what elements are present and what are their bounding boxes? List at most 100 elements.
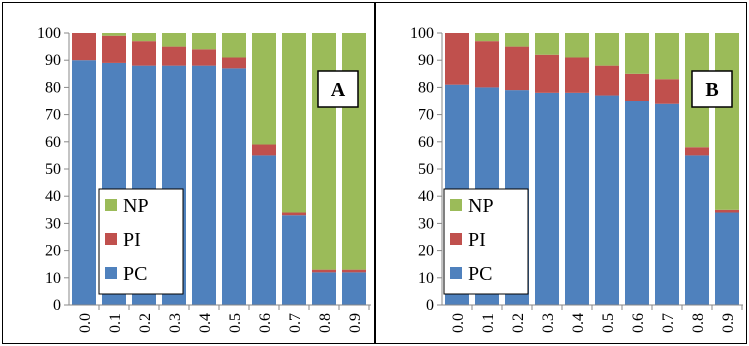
x-tick-label: 0.6 [630, 313, 647, 333]
x-tick-label: 0.7 [660, 313, 677, 333]
bar-segment-pi [475, 41, 499, 88]
bar-segment-pi [685, 147, 709, 156]
bar-segment-pc [342, 272, 366, 305]
bar-segment-pc [715, 212, 739, 305]
bar-segment-pi [342, 269, 366, 273]
legend-label-np: NP [468, 195, 494, 217]
legend-label-pi: PI [468, 229, 486, 251]
legend-swatch-pi [105, 233, 117, 245]
panel-label: A [331, 79, 346, 101]
y-tick-label: 50 [418, 161, 434, 178]
x-tick-label: 0.8 [317, 313, 334, 333]
bar-segment-pc [625, 101, 649, 305]
x-tick-labels: 0.0 0.1 0.2 0.3 0.4 0.5 0.6 0.7 0.8 0.9 [77, 305, 370, 333]
bar-segment-np [595, 33, 619, 66]
bar-segment-np [162, 33, 186, 47]
bar-segment-pc [535, 92, 559, 305]
bar-segment-pi [445, 33, 469, 85]
bar-segment-pc [565, 92, 589, 305]
bar-segment-np [625, 33, 649, 74]
y-tick-label: 80 [418, 79, 434, 96]
y-tick-label: 70 [45, 107, 61, 124]
legend-swatch-np [450, 199, 462, 211]
legend-label-pi: PI [123, 229, 141, 251]
legend-swatch-pi [450, 233, 462, 245]
bar-segment-pi [715, 209, 739, 213]
bar-segment-pc [192, 65, 216, 305]
y-tick-label: 10 [45, 270, 61, 287]
bar-segment-pi [282, 212, 306, 216]
x-tick-label: 0.9 [347, 313, 364, 333]
legend-label-pc: PC [468, 263, 492, 285]
bar-segment-np [132, 33, 156, 42]
bar-segment-pi [252, 144, 276, 156]
bar-segment-np [222, 33, 246, 58]
bar-segment-np [342, 33, 366, 270]
y-tick-label: 90 [418, 52, 434, 69]
bar-segment-pc [282, 215, 306, 305]
bar-segment-np [565, 33, 589, 58]
y-tick-label: 10 [418, 270, 434, 287]
panel-label-box: B [691, 70, 733, 108]
x-tick-labels: 0.0 0.1 0.2 0.3 0.4 0.5 0.6 0.7 0.8 0.9 [450, 305, 743, 333]
y-tick-label: 0 [53, 297, 61, 314]
bar-segment-pi [565, 57, 589, 93]
x-tick-label: 0.2 [137, 313, 154, 333]
bar-segment-np [312, 33, 336, 270]
bar-segment-pi [192, 49, 216, 66]
y-tick-label: 40 [45, 188, 61, 205]
bar-segment-pi [625, 73, 649, 101]
legend: NP PI PC [98, 188, 184, 295]
bar-segment-np [715, 33, 739, 210]
bar-segment-pi [595, 65, 619, 96]
x-tick-label: 0.6 [257, 313, 274, 333]
y-tick-label: 0 [426, 297, 434, 314]
bar-segment-pc [72, 60, 96, 306]
bar-segment-pi [312, 269, 336, 273]
legend-label-np: NP [123, 195, 149, 217]
x-tick-label: 0.3 [167, 313, 184, 333]
bar-segment-np [655, 33, 679, 80]
y-tick-labels: 0 10 20 30 40 50 60 70 80 90 100 [37, 25, 69, 314]
y-tick-label: 30 [45, 215, 61, 232]
x-tick-label: 0.5 [227, 313, 244, 333]
legend-swatch-pc [450, 267, 462, 279]
bar-segment-pc [595, 95, 619, 305]
bar-segment-pc [252, 155, 276, 305]
bar-segment-pc [655, 103, 679, 305]
y-tick-label: 100 [37, 25, 61, 42]
bar-segment-np [102, 33, 126, 36]
chart-panel-b: 0 10 20 30 40 50 60 70 80 90 100 0.0 0.1 0.2 0.3 0.4 0.… [375, 2, 747, 344]
bar-segment-pi [102, 35, 126, 63]
bar-segment-np [475, 33, 499, 42]
y-tick-label: 60 [45, 134, 61, 151]
legend-label-pc: PC [123, 263, 147, 285]
x-tick-label: 0.2 [510, 313, 527, 333]
y-tick-label: 70 [418, 107, 434, 124]
x-tick-label: 0.4 [570, 313, 587, 333]
bar-segment-pi [505, 46, 529, 91]
x-tick-label: 0.4 [197, 313, 214, 333]
bar-segment-pc [222, 68, 246, 305]
bar-segment-np [282, 33, 306, 213]
panel-label: B [705, 79, 718, 101]
x-tick-label: 0.7 [287, 313, 304, 333]
panel-label-box: A [317, 70, 359, 108]
bar-segment-pc [685, 155, 709, 305]
x-tick-label: 0.9 [720, 313, 737, 333]
bar-segment-np [192, 33, 216, 50]
bar-segment-np [252, 33, 276, 145]
y-tick-labels: 0 10 20 30 40 50 60 70 80 90 100 [410, 25, 442, 314]
x-tick-label: 0.0 [77, 313, 94, 333]
bar-segment-pi [535, 54, 559, 93]
bar-segment-pi [655, 79, 679, 104]
y-tick-label: 90 [45, 52, 61, 69]
chart-panel-a: 0 10 20 30 40 50 60 70 80 90 100 0.0 0.1 0.2 0.3 0.4 0.… [2, 2, 375, 344]
legend-swatch-np [105, 199, 117, 211]
bar-segment-pi [72, 33, 96, 61]
y-tick-label: 50 [45, 161, 61, 178]
bar-segment-pi [132, 41, 156, 66]
y-tick-label: 80 [45, 79, 61, 96]
y-tick-label: 60 [418, 134, 434, 151]
